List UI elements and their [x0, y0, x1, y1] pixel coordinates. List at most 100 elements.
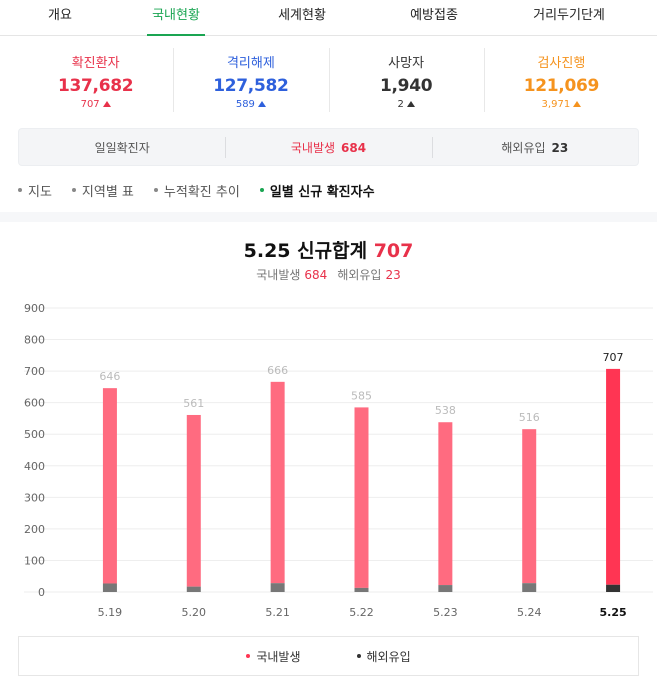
y-tick-label: 700 [24, 365, 45, 378]
daily-cases-bar-chart: 0 100 200 300 400 500 600 700 800 900 646 5.19 561 5.… [24, 302, 653, 619]
daily-domestic-label: 국내발생 [290, 140, 336, 155]
tab-overview[interactable]: 개요 [48, 8, 72, 23]
tab-domestic[interactable]: 국내현황 [147, 0, 205, 36]
stat-testing: 검사진행 121,069 3,971 [483, 44, 639, 116]
stat-label: 사망자 [388, 56, 425, 71]
bar-domestic [354, 407, 369, 588]
daily-overseas-value: 23 [551, 140, 569, 155]
subnav-label: 누적확진 추이 [163, 184, 240, 200]
chart-sub-overseas-value: 23 [385, 268, 401, 282]
legend-overseas[interactable]: 해외유입 [356, 648, 411, 665]
x-tick-label: 5.21 [265, 606, 290, 619]
bar-total-label: 666 [267, 364, 288, 377]
chart-sub-domestic-label: 국내발생 [256, 268, 301, 282]
stat-delta: 3,971 [484, 99, 639, 110]
stats-panel: 확진환자 137,682 707 격리해제 127,582 589 사망자 1,… [18, 44, 639, 116]
up-arrow-icon [257, 101, 266, 107]
bar-overseas [438, 585, 453, 592]
subnav-label: 일별 신규 확진자수 [269, 184, 375, 200]
up-arrow-icon [573, 101, 582, 107]
bar-domestic [522, 429, 537, 584]
y-tick-label: 500 [24, 428, 45, 441]
bar-overseas [522, 583, 537, 592]
y-tick-label: 600 [24, 397, 45, 410]
bar-overseas [354, 587, 369, 592]
bar-total-label: 585 [351, 389, 372, 402]
daily-domestic: 국내발생 684 [225, 136, 431, 158]
stat-label: 검사진행 [537, 56, 586, 71]
up-arrow-icon [102, 101, 111, 107]
bar-total-label: 707 [603, 351, 624, 364]
x-tick-label: 5.24 [517, 606, 542, 619]
up-arrow-icon [406, 101, 415, 107]
legend-label: 해외유입 [366, 649, 411, 664]
y-tick-label: 800 [24, 334, 45, 347]
stat-label: 격리해제 [226, 56, 275, 71]
bullet-icon [153, 188, 158, 192]
chart-title-date: 5.25 [243, 240, 291, 262]
daily-summary: 일일확진자 국내발생 684 해외유입 23 [18, 128, 639, 166]
y-tick-label: 900 [24, 302, 45, 315]
chart-subtitle: 국내발생 684 해외유입 23 [0, 266, 657, 283]
bar-overseas [270, 583, 285, 592]
subnav-label: 지역별 표 [81, 184, 134, 200]
y-tick-label: 0 [38, 586, 45, 599]
stat-label: 확진환자 [71, 56, 120, 71]
subnav-region-table[interactable]: 지역별 표 [71, 180, 134, 200]
bar-domestic [102, 388, 117, 584]
legend-dot-icon [246, 654, 251, 658]
bullet-icon [259, 188, 264, 192]
stat-delta: 707 [18, 99, 173, 110]
subnav-label: 지도 [28, 184, 52, 200]
bar-domestic [606, 368, 621, 585]
x-tick-label: 5.22 [349, 606, 374, 619]
bar-overseas [606, 584, 621, 592]
stat-value: 1,940 [379, 76, 433, 96]
stat-value: 121,069 [523, 76, 600, 96]
x-tick-label: 5.19 [98, 606, 123, 619]
chart-title-text: 신규합계 [297, 240, 368, 262]
bar-total-label: 538 [435, 404, 456, 417]
daily-domestic-value: 684 [341, 140, 367, 155]
bullet-icon [18, 188, 22, 192]
legend-domestic[interactable]: 국내발생 [246, 648, 301, 665]
stat-released: 격리해제 127,582 589 [173, 44, 328, 116]
chart-sub-domestic-value: 684 [304, 268, 328, 282]
chart-legend: 국내발생 해외유입 [18, 636, 639, 676]
bar-total-label: 516 [519, 411, 540, 424]
bar-overseas [102, 583, 117, 592]
tab-world[interactable]: 세계현황 [278, 8, 326, 23]
legend-label: 국내발생 [256, 649, 301, 664]
stat-value: 137,682 [57, 76, 134, 96]
tab-distancing[interactable]: 거리두기단계 [533, 8, 605, 23]
stat-confirmed: 확진환자 137,682 707 [18, 44, 173, 116]
bar-overseas [186, 586, 201, 592]
bullet-icon [71, 188, 76, 192]
stat-value: 127,582 [213, 76, 289, 96]
stat-deaths: 사망자 1,940 2 [328, 44, 484, 116]
y-tick-label: 100 [24, 554, 45, 567]
x-tick-label: 5.20 [182, 606, 207, 619]
bar-total-label: 561 [183, 397, 204, 410]
subnav-map[interactable]: 지도 [18, 180, 52, 200]
top-tabs: 개요 국내현황 세계현황 예방접종 거리두기단계 [0, 0, 657, 36]
chart-title-total: 707 [373, 240, 414, 262]
daily-overseas-label: 해외유입 [501, 140, 546, 155]
subnav-cumulative[interactable]: 누적확진 추이 [153, 180, 240, 200]
bar-domestic [438, 422, 453, 586]
bar-domestic [186, 414, 201, 587]
y-tick-label: 200 [24, 523, 45, 536]
chart-sub-overseas-label: 해외유입 [337, 268, 382, 282]
daily-label: 일일확진자 [94, 140, 150, 155]
stat-delta: 589 [173, 99, 328, 110]
subnav-daily-new[interactable]: 일별 신규 확진자수 [259, 180, 375, 200]
y-tick-label: 300 [24, 491, 45, 504]
legend-dot-icon [356, 654, 361, 658]
daily-overseas: 해외유입 23 [431, 136, 638, 158]
stat-delta: 2 [329, 99, 484, 110]
chart-title: 5.25 신규합계 707 [0, 236, 657, 263]
y-tick-label: 400 [24, 460, 45, 473]
bar-domestic [270, 381, 285, 584]
tab-vaccination[interactable]: 예방접종 [410, 8, 458, 23]
bar-total-label: 646 [99, 370, 120, 383]
